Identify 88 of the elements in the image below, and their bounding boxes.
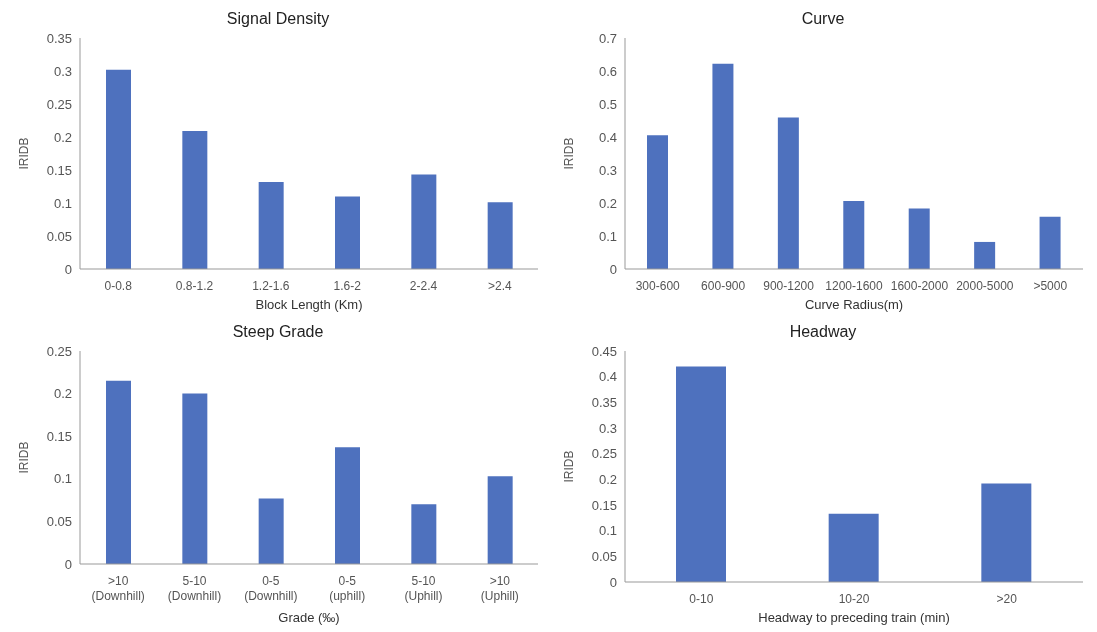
bar [106,380,131,564]
y-axis-title: IRIDB [17,137,32,170]
x-tick-label: 0-10 [689,591,714,606]
bar [411,174,437,269]
y-axis-title: IRIDB [17,441,32,474]
y-tick-label: 0.2 [53,129,72,145]
y-axis-title: IRIDB [562,137,577,170]
x-tick-label: 10-20 [838,591,870,606]
y-tick-label: 0.1 [598,523,617,539]
y-tick-label: 0.05 [46,514,72,530]
y-tick-label: 0.05 [46,228,72,244]
chart-title: Curve [800,9,846,29]
x-tick-label: 2-2.4 [409,278,438,293]
chart-title: Headway [788,322,858,342]
y-tick-label: 0.4 [598,129,617,145]
bar [335,196,360,269]
y-tick-label: 0.25 [46,96,72,112]
bar [981,483,1032,582]
y-tick-label: 0.15 [46,162,72,178]
bar [712,63,734,269]
x-tick-label: 0-5 (Downhill) [244,573,298,603]
x-tick-label: 1600-2000 [890,278,949,293]
bar [258,498,284,564]
bar [335,447,360,564]
bar [974,241,996,269]
y-tick-label: 0.05 [591,548,617,564]
x-tick-label: 600-900 [701,278,746,293]
x-tick-label: 0-0.8 [104,278,133,293]
x-axis-title: Grade (‰) [278,610,340,625]
bar [676,366,726,582]
x-tick-label: 0-5 (uphill) [329,573,366,603]
x-axis-title: Headway to preceding train (min) [758,610,950,625]
y-tick-label: 0.25 [591,446,617,462]
x-tick-label: 1200-1600 [825,278,884,293]
x-tick-label: 5-10 (Downhill) [167,573,222,603]
y-tick-label: 0.35 [591,394,617,410]
x-tick-label: >5000 [1033,278,1068,293]
bar [843,201,865,269]
y-tick-label: 0.3 [53,63,72,79]
bar [487,476,513,564]
y-tick-label: 0 [64,261,72,277]
bar [182,393,208,564]
y-tick-label: 0.1 [53,195,72,211]
bar [1039,216,1061,269]
y-tick-label: 0.1 [53,471,72,487]
x-axis-title: Block Length (Km) [255,297,363,312]
y-tick-label: 0.1 [598,228,617,244]
y-tick-label: 0.2 [53,386,72,402]
x-tick-label: 2000-5000 [956,278,1014,293]
y-axis-title: IRIDB [562,450,577,483]
y-tick-label: 0 [609,574,617,590]
y-tick-label: 0.4 [598,369,617,385]
bar [487,202,513,269]
chart-title: Signal Density [225,9,331,29]
y-tick-label: 0 [609,261,617,277]
y-tick-label: 0.2 [598,471,617,487]
bar [777,117,799,269]
x-tick-label: 1.6-2 [333,278,362,293]
y-tick-label: 0 [64,556,72,572]
bar [411,504,437,564]
y-tick-label: 0.45 [591,343,617,359]
y-tick-label: 0.3 [598,420,617,436]
y-tick-label: 0.6 [598,63,617,79]
bar [647,135,668,269]
x-tick-label: >2.4 [487,278,512,293]
bar [908,208,930,269]
bar [106,69,131,269]
y-tick-label: 0.3 [598,162,617,178]
x-tick-label: 0.8-1.2 [175,278,214,293]
y-tick-label: 0.15 [46,428,72,444]
x-tick-label: >10 (Downhill) [91,573,145,603]
x-tick-label: 1.2-1.6 [252,278,290,293]
x-tick-label: 900-1200 [763,278,815,293]
x-tick-label: 5-10 (Uphill) [404,573,443,603]
x-tick-label: >10 (Uphill) [480,573,519,603]
bar [182,131,208,269]
y-tick-label: 0.25 [46,343,72,359]
bar [258,181,284,269]
y-tick-label: 0.2 [598,195,617,211]
y-tick-label: 0.35 [46,30,72,46]
y-tick-label: 0.15 [591,497,617,513]
chart-title: Steep Grade [231,322,325,342]
bar [828,513,879,582]
y-tick-label: 0.7 [598,30,617,46]
x-tick-label: 300-600 [635,278,681,293]
x-axis-title: Curve Radius(m) [804,297,904,312]
x-tick-label: >20 [996,591,1018,606]
y-tick-label: 0.5 [598,96,617,112]
